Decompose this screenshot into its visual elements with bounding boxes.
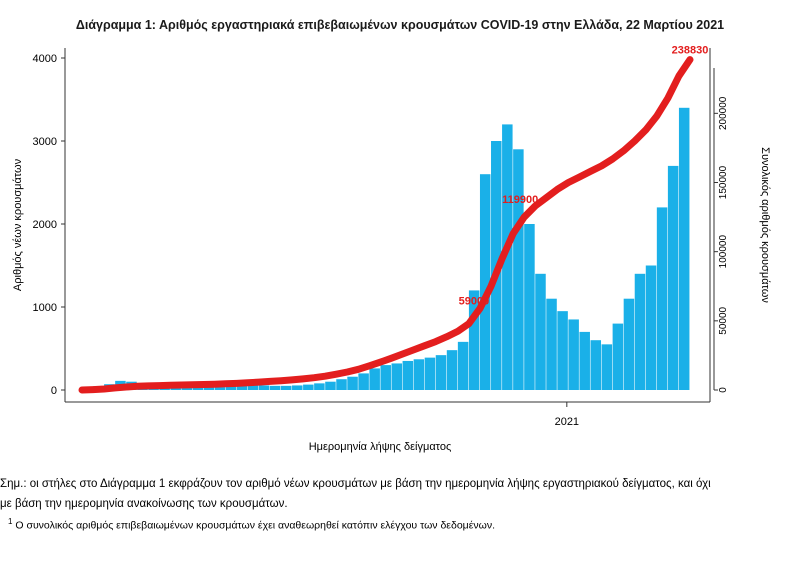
bar <box>623 298 635 390</box>
bar <box>413 359 425 390</box>
bar <box>446 350 458 390</box>
bar <box>468 290 480 390</box>
cumulative-annotation: 59000 <box>459 295 490 307</box>
cumulative-annotation: 119900 <box>502 194 538 206</box>
chart-area: 0 1000 2000 3000 4000 0 50000 100000 150000 20000… <box>33 45 729 428</box>
right-tick-label: 150000 <box>718 165 729 199</box>
bar <box>369 368 380 390</box>
left-tick-label: 1000 <box>33 302 57 314</box>
bar <box>192 387 204 390</box>
bar <box>634 273 646 390</box>
bar <box>303 384 314 390</box>
bar <box>590 340 602 390</box>
bar <box>314 383 325 390</box>
bar <box>546 298 557 390</box>
bar <box>358 373 369 390</box>
bar <box>391 363 403 390</box>
bar <box>402 360 414 390</box>
bar <box>579 331 590 390</box>
cumulative-line <box>78 56 694 394</box>
right-tick-label: 50000 <box>718 306 729 334</box>
bar <box>380 365 391 390</box>
bar <box>258 385 270 390</box>
right-tick-label: 0 <box>718 387 729 393</box>
bar <box>479 174 491 390</box>
bar <box>656 207 668 390</box>
bar <box>435 355 447 390</box>
bar <box>292 385 303 390</box>
bar <box>336 379 347 390</box>
note-line-2: με βάση την ημερομηνία ανακοίνωσης των κ… <box>0 498 288 510</box>
footnote: 1 Ο συνολικός αριθμός επιβεβαιωμένων κρο… <box>8 517 495 532</box>
left-tick-label: 4000 <box>33 53 57 65</box>
bar <box>214 387 226 390</box>
chart-note: Σημ.: οι στήλες στο Διάγραμμα 1 εκφράζου… <box>0 474 800 514</box>
bar <box>601 344 613 390</box>
bar <box>181 387 192 390</box>
bar <box>325 381 336 390</box>
note-line-1: Σημ.: οι στήλες στο Διάγραμμα 1 εκφράζου… <box>0 478 711 490</box>
x-tick-label: 2021 <box>555 416 579 428</box>
bar <box>612 323 624 390</box>
bar <box>524 224 535 390</box>
right-tick-label: 100000 <box>718 235 729 269</box>
bar <box>645 265 657 390</box>
footnote-text: Ο συνολικός αριθμός επιβεβαιωμένων κρουσ… <box>15 519 496 532</box>
left-tick-label: 3000 <box>33 136 57 148</box>
bar <box>269 385 281 390</box>
bar <box>678 107 690 391</box>
bar <box>457 341 469 390</box>
cumulative-annotation: 238830 <box>672 45 709 57</box>
bar <box>203 387 215 390</box>
bar <box>557 311 568 390</box>
left-tick-label: 2000 <box>33 219 57 231</box>
bar <box>535 273 546 390</box>
bar <box>513 149 524 390</box>
bar <box>502 124 513 391</box>
bar <box>568 319 579 390</box>
bar <box>247 385 259 390</box>
bar <box>280 385 292 390</box>
x-axis-label: Ημερομηνία λήψης δείγματος <box>308 441 452 453</box>
left-tick-label: 0 <box>51 385 57 397</box>
bar <box>236 385 248 390</box>
bar <box>424 357 436 390</box>
bar <box>347 376 358 390</box>
bar <box>667 165 679 390</box>
footnote-mark: 1 <box>8 517 13 526</box>
right-tick-label: 200000 <box>718 96 729 130</box>
chart-title: Διάγραμμα 1: Αριθμός εργαστηριακά επιβεβ… <box>75 18 725 32</box>
bar <box>225 386 237 390</box>
